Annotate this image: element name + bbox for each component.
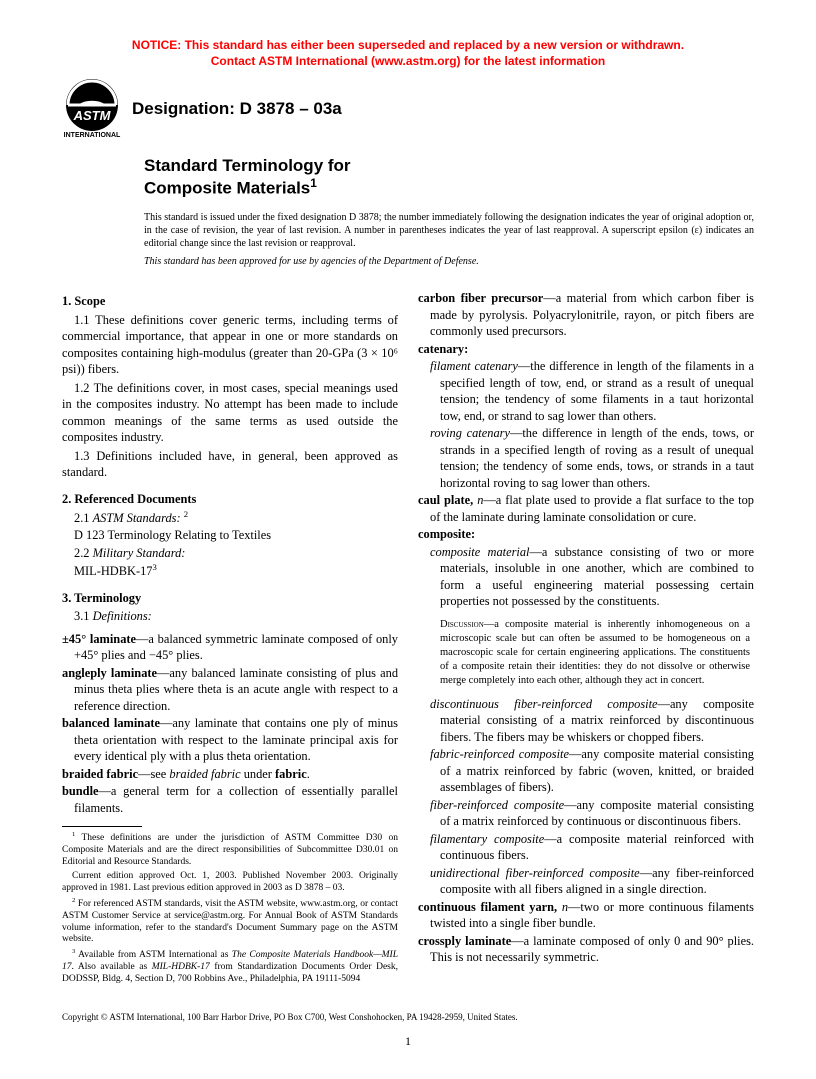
page-number: 1 <box>62 1034 754 1049</box>
refs-heading: 2. Referenced Documents <box>62 491 398 508</box>
notice-line2: Contact ASTM International (www.astm.org… <box>211 54 605 68</box>
svg-text:ASTM: ASTM <box>73 108 112 123</box>
term-roving-catenary: roving catenary—the difference in length… <box>418 425 754 491</box>
fil-cat-term: filament catenary <box>430 359 518 373</box>
refs-astm-sup: 2 <box>184 509 188 519</box>
term-cfp: carbon fiber precursor—a material from w… <box>418 290 754 340</box>
footnote-1: 1 These definitions are under the jurisd… <box>62 831 398 869</box>
term-fabric-rc: fabric-reinforced composite—any composit… <box>418 746 754 796</box>
unidir-term: unidirectional fiber-reinforced composit… <box>430 866 640 880</box>
disc-frc-term: discontinuous fiber-reinforced composite <box>430 697 658 711</box>
terminology-heading: 3. Terminology <box>62 590 398 607</box>
copyright-line: Copyright © ASTM International, 100 Barr… <box>62 1012 754 1022</box>
f1a: These definitions are under the jurisdic… <box>62 833 398 867</box>
f2: For referenced ASTM standards, visit the… <box>62 899 398 945</box>
document-title: Standard Terminology for Composite Mater… <box>144 155 754 199</box>
discussion-label: Discussion <box>440 619 484 630</box>
title-line1: Standard Terminology for <box>144 156 351 175</box>
refs-mil-head: Military Standard: <box>93 546 186 560</box>
term-discontinuous-frc: discontinuous fiber-reinforced composite… <box>418 696 754 746</box>
term-catenary: catenary: <box>418 341 754 358</box>
footnote-2: 2 For referenced ASTM standards, visit t… <box>62 897 398 947</box>
footnote-3: 3 Available from ASTM International as T… <box>62 948 398 986</box>
term-composite-material: composite material—a substance consistin… <box>418 544 754 610</box>
notice-line1: NOTICE: This standard has either been su… <box>132 38 684 52</box>
astm-logo-icon: ASTM INTERNATIONAL <box>62 79 122 139</box>
notice-banner: NOTICE: This standard has either been su… <box>62 38 754 69</box>
braided-see: —see <box>138 767 169 781</box>
crossply-term: crossply laminate <box>418 934 511 948</box>
footnote-1b: Current edition approved Oct. 1, 2003. P… <box>62 871 398 895</box>
f3d: MIL-HDBK-17 <box>152 962 210 972</box>
fabric-rc-term: fabric-reinforced composite <box>430 747 569 761</box>
refs-d123: D 123 Terminology Relating to Textiles <box>74 527 398 544</box>
refs-milhdbk: MIL-HDBK-173 <box>74 562 398 580</box>
title-sup: 1 <box>310 176 317 190</box>
f3a: Available from ASTM International as <box>78 950 232 960</box>
refs-milhdbk-text: MIL-HDBK-17 <box>74 564 152 578</box>
caul-term: caul plate, <box>418 493 473 507</box>
f3c: . Also available as <box>72 962 152 972</box>
scope-heading: 1. Scope <box>62 293 398 310</box>
term-angleply: angleply laminate—any balanced laminate … <box>62 665 398 715</box>
left-column: 1. Scope 1.1 These definitions cover gen… <box>62 289 398 988</box>
term-braided: braided fabric—see braided fabric under … <box>62 766 398 783</box>
composite-discussion: Discussion—a composite material is inher… <box>418 618 754 688</box>
discussion-text: —a composite material is inherently inho… <box>440 619 750 686</box>
refs-mil-sup: 3 <box>152 562 156 572</box>
braided-under: under <box>241 767 275 781</box>
title-line2: Composite Materials <box>144 179 310 198</box>
scope-1-1: 1.1 These definitions cover generic term… <box>62 312 398 378</box>
catenary-term: catenary: <box>418 342 468 356</box>
term-45-laminate: ±45° laminate—a balanced symmetric lamin… <box>62 631 398 664</box>
svg-text:INTERNATIONAL: INTERNATIONAL <box>64 132 121 139</box>
refs-astm-head: ASTM Standards: <box>93 511 181 525</box>
term-filament-catenary: filament catenary—the difference in leng… <box>418 358 754 424</box>
filamentary-term: filamentary composite <box>430 832 544 846</box>
term-balanced: balanced laminate—any laminate that cont… <box>62 715 398 765</box>
right-column: carbon fiber precursor—a material from w… <box>418 289 754 988</box>
scope-1-3: 1.3 Definitions included have, in genera… <box>62 448 398 481</box>
defs-head: Definitions: <box>93 609 152 623</box>
bundle-term: bundle <box>62 784 99 798</box>
fiber-rc-term: fiber-reinforced composite <box>430 798 564 812</box>
term-filamentary: filamentary composite—a composite materi… <box>418 831 754 864</box>
issue-note: This standard is issued under the fixed … <box>144 211 754 250</box>
scope-1-2: 1.2 The definitions cover, in most cases… <box>62 380 398 446</box>
title-block: Standard Terminology for Composite Mater… <box>144 155 754 199</box>
bundle-def: —a general term for a collection of esse… <box>74 784 398 815</box>
term-crossply: crossply laminate—a laminate composed of… <box>418 933 754 966</box>
term-bundle: bundle—a general term for a collection o… <box>62 783 398 816</box>
braided-ref: braided fabric <box>169 767 240 781</box>
document-page: NOTICE: This standard has either been su… <box>0 0 816 1079</box>
designation-text: Designation: D 3878 – 03a <box>132 99 342 119</box>
braided-term: braided fabric <box>62 767 138 781</box>
balanced-term: balanced laminate <box>62 716 160 730</box>
term-composite: composite: <box>418 526 754 543</box>
t45-term: ±45° laminate <box>62 632 136 646</box>
body-columns: 1. Scope 1.1 These definitions cover gen… <box>62 289 754 988</box>
header-row: ASTM INTERNATIONAL Designation: D 3878 –… <box>62 79 754 139</box>
caul-n: n <box>473 493 483 507</box>
braided-fabric: fabric <box>275 767 307 781</box>
term-fiber-rc: fiber-reinforced composite—any composite… <box>418 797 754 830</box>
refs-astm-line: 2.1 ASTM Standards: 2 <box>62 509 398 527</box>
footnotes: 1 These definitions are under the jurisd… <box>62 831 398 986</box>
composite-term: composite: <box>418 527 475 541</box>
compmat-term: composite material <box>430 545 529 559</box>
angleply-term: angleply laminate <box>62 666 157 680</box>
approved-note: This standard has been approved for use … <box>144 256 754 267</box>
rov-cat-term: roving catenary <box>430 426 510 440</box>
definitions-subhead: 3.1 Definitions: <box>62 608 398 625</box>
footnote-rule <box>62 826 142 827</box>
term-caul-plate: caul plate, n—a flat plate used to provi… <box>418 492 754 525</box>
term-unidirectional: unidirectional fiber-reinforced composit… <box>418 865 754 898</box>
cfp-term: carbon fiber precursor <box>418 291 543 305</box>
contfil-n: n <box>557 900 568 914</box>
term-continuous-filament-yarn: continuous filament yarn, n—two or more … <box>418 899 754 932</box>
refs-mil-line: 2.2 Military Standard: <box>62 545 398 562</box>
contfil-term: continuous filament yarn, <box>418 900 557 914</box>
